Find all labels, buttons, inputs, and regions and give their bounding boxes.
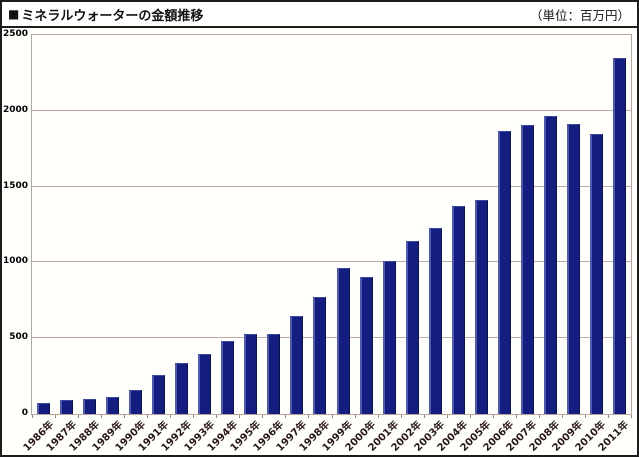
x-axis-tick (285, 415, 287, 418)
x-axis-tick (55, 415, 57, 418)
bar-1994年 (221, 341, 235, 414)
x-axis-tick (216, 415, 218, 418)
x-axis-tick (515, 415, 517, 418)
x-axis-tick (331, 415, 333, 418)
x-axis-tick (469, 415, 471, 418)
bar-1998年 (313, 297, 327, 414)
gridline-500 (32, 337, 631, 339)
unit-label: （単位：百万円） (529, 7, 630, 23)
bar-1990年 (129, 389, 143, 414)
x-axis-tick (354, 415, 356, 418)
gridline-2000 (32, 109, 631, 111)
y-axis-label: 0 (21, 408, 28, 418)
plot-area (31, 34, 632, 415)
chart-title: ミネラルウォーターの金額推移 (21, 8, 204, 24)
x-axis-tick (631, 415, 632, 418)
bar-1997年 (290, 316, 304, 414)
y-axis-label: 500 (9, 332, 28, 343)
chart-canvas: 0 500 1000 1500 2000 2500 1986年 1987年 1988年 1989年… (2, 28, 637, 455)
chart-header: ■ ミネラルウォーターの金額推移 （単位：百万円） (2, 2, 637, 28)
bar-2005年 (474, 200, 488, 414)
y-axis-label: 1000 (2, 256, 28, 267)
bar-1991年 (152, 375, 166, 414)
gridline-1000 (32, 261, 631, 263)
bar-1992年 (175, 363, 189, 414)
x-axis-tick (78, 415, 80, 418)
bar-1999年 (336, 267, 350, 414)
bar-1996年 (267, 334, 281, 414)
bar-2007年 (520, 125, 534, 414)
x-axis-tick (124, 415, 126, 418)
gridline-1500 (32, 185, 631, 187)
x-axis-tick (584, 415, 586, 418)
x-axis-tick (239, 415, 241, 418)
x-axis-tick (262, 415, 264, 418)
bar-2002年 (405, 241, 419, 414)
x-axis-tick (32, 415, 33, 418)
bar-1993年 (198, 354, 212, 414)
bar-2004年 (451, 206, 465, 414)
bar-2006年 (497, 131, 511, 414)
bar-2009年 (566, 124, 580, 414)
x-axis-tick (538, 415, 540, 418)
x-axis-tick (607, 415, 609, 418)
bar-1995年 (244, 333, 258, 414)
y-axis-label: 2500 (2, 29, 28, 39)
bar-2000年 (359, 276, 373, 414)
bar-1987年 (60, 400, 74, 414)
bar-1988年 (83, 398, 97, 414)
x-axis-tick (147, 415, 149, 418)
y-axis-label: 2000 (2, 104, 28, 115)
x-axis-tick (101, 415, 103, 418)
x-axis-tick (423, 415, 425, 418)
bar-2003年 (428, 227, 442, 414)
x-axis-tick (400, 415, 402, 418)
x-axis-tick (193, 415, 195, 418)
x-axis-tick (170, 415, 172, 418)
bar-2008年 (543, 116, 557, 414)
bar-2001年 (382, 260, 396, 414)
x-axis-tick (308, 415, 310, 418)
x-axis-tick (492, 415, 494, 418)
bar-2010年 (589, 133, 603, 414)
bar-1986年 (37, 402, 51, 414)
title-bullet-icon: ■ (8, 7, 20, 21)
bar-1989年 (106, 397, 120, 414)
x-axis-tick (561, 415, 563, 418)
x-axis-tick (446, 415, 448, 418)
y-axis-label: 1500 (2, 180, 28, 191)
x-axis-tick (377, 415, 379, 418)
bar-2011年 (612, 57, 626, 414)
chart-title-group: ■ ミネラルウォーターの金額推移 (8, 5, 203, 24)
